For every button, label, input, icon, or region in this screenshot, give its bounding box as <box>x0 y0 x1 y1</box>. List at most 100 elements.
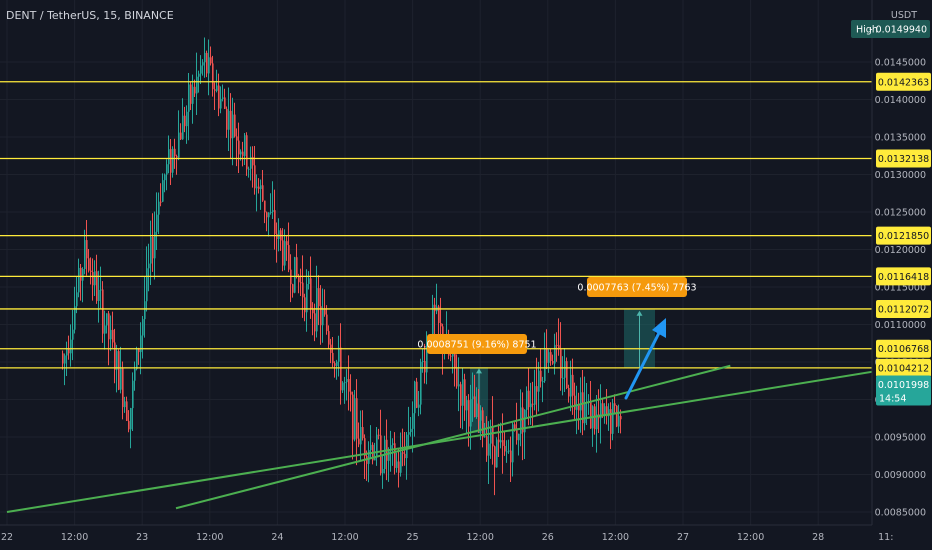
price-axis[interactable]: USDT 0.0145000 0.0140000 0.0135000 0.0130000… <box>851 0 932 550</box>
candle <box>272 181 274 220</box>
candle <box>574 382 576 420</box>
measure-box-arrowhead <box>476 368 482 374</box>
candle <box>394 432 396 475</box>
candle <box>608 403 610 431</box>
candle <box>524 409 526 460</box>
candle <box>234 102 236 138</box>
candle <box>492 396 494 465</box>
candle <box>254 146 256 195</box>
candle <box>94 260 96 297</box>
projection-arrow-icon[interactable] <box>624 318 666 400</box>
price-tick-label: 0.0125000 <box>875 208 926 219</box>
candle <box>184 106 186 133</box>
level-price-tag-label: 0.0116418 <box>878 272 929 283</box>
candle <box>412 401 414 453</box>
candle <box>460 381 462 429</box>
candle <box>206 50 208 78</box>
candle <box>364 434 366 480</box>
level-price-tag-label: 0.0142363 <box>878 77 929 88</box>
candle <box>246 132 248 176</box>
candle <box>596 395 598 453</box>
candle <box>154 211 156 280</box>
time-tick-label: 25 <box>407 532 419 543</box>
candle <box>400 432 402 477</box>
candle <box>360 410 362 461</box>
candle <box>224 88 226 109</box>
candle <box>78 258 80 298</box>
measure-tag-box[interactable] <box>587 277 687 297</box>
horizontal-levels[interactable] <box>0 81 872 369</box>
candle <box>220 86 222 114</box>
price-tick-label: 0.0110000 <box>875 320 926 331</box>
candle <box>200 55 202 85</box>
candle <box>174 138 176 169</box>
candle <box>302 255 304 318</box>
candle <box>136 346 138 371</box>
candle <box>472 372 474 422</box>
candle <box>160 183 162 207</box>
candle <box>506 440 508 463</box>
price-tick-label: 0.0130000 <box>875 170 926 181</box>
candle <box>98 270 100 323</box>
candle <box>70 324 72 367</box>
trendlines[interactable] <box>6 364 910 513</box>
candle <box>90 257 92 285</box>
level-price-tag[interactable] <box>876 358 931 377</box>
candle <box>618 404 620 434</box>
candle <box>390 430 392 472</box>
candle <box>214 82 216 110</box>
level-price-tag[interactable] <box>876 149 931 168</box>
price-tick-label: 0.0115000 <box>875 283 926 294</box>
candle <box>130 407 132 449</box>
candle <box>110 315 112 351</box>
candle <box>266 211 268 232</box>
candle <box>300 268 302 297</box>
level-price-tag[interactable] <box>876 267 931 286</box>
candle <box>562 356 564 396</box>
trendline[interactable] <box>6 364 910 513</box>
candle <box>82 267 84 303</box>
trendline[interactable] <box>175 364 731 510</box>
candle <box>362 410 364 441</box>
candle <box>576 385 578 435</box>
candle <box>482 407 484 448</box>
candle <box>398 448 400 488</box>
candle <box>564 347 566 392</box>
candle <box>312 302 314 336</box>
level-price-tag[interactable] <box>876 72 931 91</box>
candle <box>498 423 500 457</box>
candle <box>328 325 330 349</box>
measure-box-arrowhead <box>636 310 643 316</box>
candle <box>560 322 562 391</box>
candle <box>122 361 124 420</box>
candle <box>150 220 152 285</box>
candle <box>172 146 174 178</box>
candle <box>462 367 464 430</box>
candle <box>320 285 322 345</box>
level-price-tag[interactable] <box>876 226 931 245</box>
candle <box>528 368 530 426</box>
level-price-tag-label: 0.0121850 <box>878 231 929 242</box>
measure-tag-box[interactable] <box>427 334 527 354</box>
candle <box>218 73 220 117</box>
time-axis[interactable]: 22 12:00 23 12:00 24 12:00 25 12:00 26 12:00 27 12:… <box>0 524 893 543</box>
measure-tags[interactable]: 0.0008751 (9.16%) 8751 0.0007763 (7.45%) … <box>417 277 697 354</box>
candle <box>490 419 492 459</box>
candle <box>252 146 254 188</box>
candle <box>334 361 336 378</box>
level-price-tag-label: 0.0112072 <box>878 304 929 315</box>
candle <box>526 386 528 418</box>
candle <box>578 392 580 430</box>
candle <box>182 98 184 140</box>
level-price-tag[interactable] <box>876 339 931 358</box>
candle <box>248 166 250 178</box>
candle <box>188 72 190 141</box>
level-price-tag[interactable] <box>876 299 931 318</box>
candle <box>322 288 324 343</box>
candle <box>494 445 496 496</box>
candle <box>418 391 420 417</box>
candle <box>416 377 418 409</box>
time-tick-label: 12:00 <box>331 532 358 543</box>
candle <box>616 405 618 428</box>
